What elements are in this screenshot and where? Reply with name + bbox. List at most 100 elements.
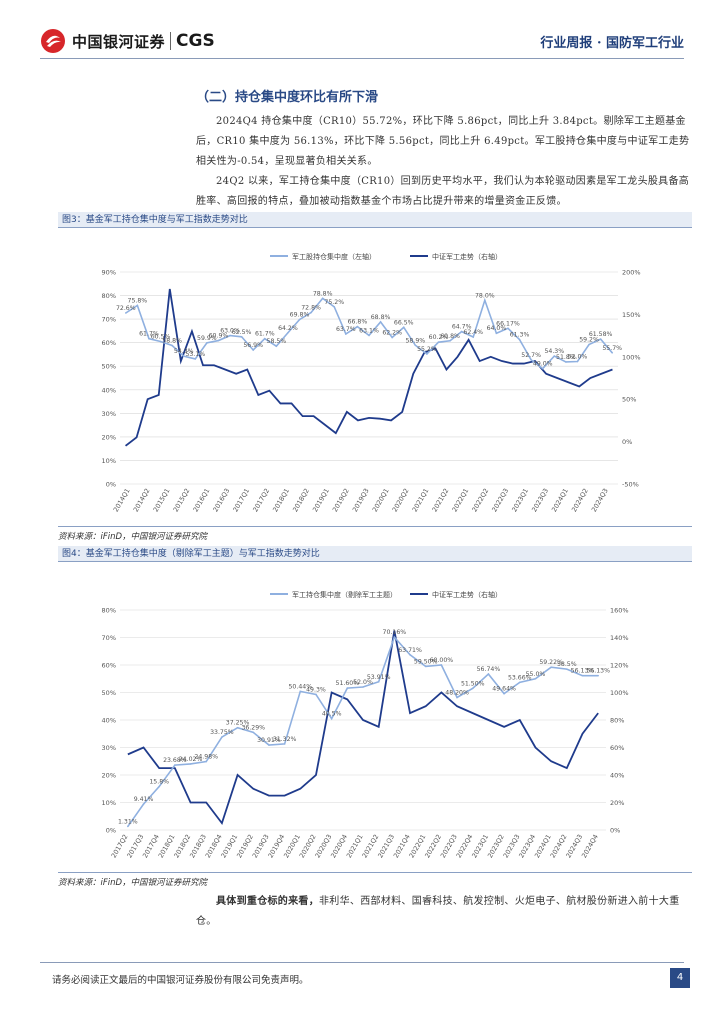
fig3-point: [518, 338, 521, 341]
fig4-data-label: 1.31%: [118, 818, 138, 825]
fig4-point: [252, 731, 255, 734]
brand-icon: [41, 29, 65, 53]
fig4-data-label: 50.44%: [288, 683, 312, 690]
fig3-data-label: 49.0%: [533, 361, 553, 368]
fig3-point: [484, 299, 486, 302]
fig3-x-tick: 2016Q1: [192, 487, 212, 513]
fig3-data-label: 78.8%: [313, 290, 333, 297]
fig4-point: [424, 665, 427, 668]
closing-bold: 具体到重仓标的来看，: [216, 896, 319, 907]
fig4-point: [205, 760, 208, 763]
fig3-data-label: 56.9%: [243, 342, 263, 349]
page-number: 4: [670, 968, 690, 988]
fig4-data-label: 60.00%: [430, 657, 454, 664]
fig3-x-tick: 2023Q1: [510, 487, 530, 513]
fig3-point: [287, 331, 289, 334]
fig4-y-right-tick: 80%: [610, 717, 624, 725]
fig3-x-tick: 2023Q3: [530, 487, 550, 513]
fig4-y-right-tick: 100%: [610, 689, 629, 697]
fig3-data-label: 55.2%: [417, 346, 437, 353]
fig3-data-label: 63.7%: [336, 326, 356, 333]
fig4-point: [409, 654, 411, 656]
fig3-y-left-tick: 80%: [102, 292, 116, 300]
fig3-point: [298, 318, 301, 321]
fig3-data-label: 72.8%: [301, 305, 321, 312]
figure3-source-divider: [58, 526, 692, 527]
fig3-point: [414, 344, 417, 347]
fig4-y-left-tick: 40%: [102, 717, 116, 725]
header-divider: [40, 58, 684, 59]
page-header: 中国银河证券 CGS 行业周报 · 国防军工行业: [0, 0, 724, 60]
fig4-point: [283, 743, 286, 745]
fig3-y-right-tick: 150%: [622, 311, 641, 319]
fig3-y-left-tick: 20%: [102, 433, 116, 441]
fig3-point: [495, 332, 498, 335]
fig4-point: [597, 674, 599, 677]
fig3-point: [206, 342, 208, 344]
fig3-data-label: 52.7%: [521, 352, 541, 359]
fig3-data-label: 58.9%: [405, 337, 425, 344]
fig3-data-label: 62.2%: [382, 329, 402, 336]
fig3-data-label: 59.2%: [579, 337, 599, 344]
fig3-x-tick: 2024Q3: [590, 487, 610, 513]
fig3-x-tick: 2024Q2: [570, 487, 590, 513]
fig3-point: [402, 326, 405, 329]
fig3-x-tick: 2015Q1: [152, 487, 172, 513]
fig4-point: [456, 696, 458, 699]
fig3-point: [449, 339, 451, 342]
fig4-y-left-tick: 50%: [102, 689, 116, 697]
fig3-point: [426, 353, 428, 355]
fig4-y-right-tick: 60%: [610, 744, 624, 752]
fig3-point: [136, 304, 139, 307]
fig3-x-tick: 2019Q2: [331, 487, 351, 513]
fig3-point: [356, 325, 359, 328]
fig4-data-label: 53.91%: [367, 674, 391, 681]
fig4-point: [268, 744, 270, 746]
fig3-point: [460, 330, 463, 333]
fig4-point: [330, 717, 333, 720]
fig4-point: [393, 636, 396, 639]
fig3-point: [182, 355, 185, 357]
fig4-data-label: 36.29%: [241, 724, 265, 731]
fig4-data-label: 48.20%: [445, 689, 469, 696]
fig4-y-right-tick: 40%: [610, 772, 624, 780]
fig3-data-label: 54.3%: [174, 348, 194, 355]
fig3-x-tick: 2024Q1: [550, 487, 570, 513]
fig3-y-right-tick: 100%: [622, 353, 641, 361]
fig3-data-label: 61.3%: [510, 332, 530, 339]
report-type: 行业周报 · 国防军工行业: [540, 36, 684, 51]
fig4-point: [487, 673, 490, 675]
fig3-data-label: 64.7%: [452, 324, 472, 331]
fig4-data-label: 51.60%: [336, 680, 360, 687]
fig4-y-left-tick: 20%: [102, 772, 116, 780]
brand-logo: 中国银河证券 CGS: [40, 28, 215, 54]
fig4-data-label: 30.91%: [257, 737, 281, 744]
fig4-data-label: 49.64%: [492, 686, 516, 693]
fig3-point: [310, 311, 312, 314]
fig4-y-right-tick: 160%: [610, 607, 629, 615]
fig3-legend-label-1: 军工股持仓集中度（左轴）: [292, 252, 376, 261]
fig3-point: [530, 359, 532, 361]
fig3-point: [541, 367, 544, 370]
fig3-point: [611, 351, 614, 354]
fig3-x-tick: 2014Q2: [132, 487, 152, 513]
fig3-y-left-tick: 50%: [102, 363, 116, 371]
fig3-point: [171, 344, 173, 347]
paragraph-2: 24Q2 以来，军工持仓集中度（CR10）回到历史平均水平，我们认为本轮驱动因素…: [196, 176, 690, 207]
fig3-point: [576, 360, 579, 363]
fig3-point: [333, 306, 336, 308]
fig3-data-label: 62.5%: [232, 329, 252, 336]
fig3-point: [194, 358, 197, 360]
fig3-data-label: 66.8%: [348, 319, 368, 326]
fig3-y-right-tick: 200%: [622, 269, 641, 277]
fig4-y-right-tick: 140%: [610, 634, 629, 642]
fig4-point: [534, 677, 537, 680]
fig3-point: [275, 345, 278, 347]
fig4-series-right: [127, 630, 599, 826]
fig3-x-tick: 2022Q1: [451, 487, 471, 513]
fig4-y-left-tick: 0%: [106, 827, 116, 835]
fig3-y-left-tick: 40%: [102, 386, 116, 394]
fig3-data-label: 51.8%: [556, 354, 576, 361]
fig3-point: [391, 336, 393, 339]
fig4-data-label: 53.66%: [508, 674, 532, 681]
